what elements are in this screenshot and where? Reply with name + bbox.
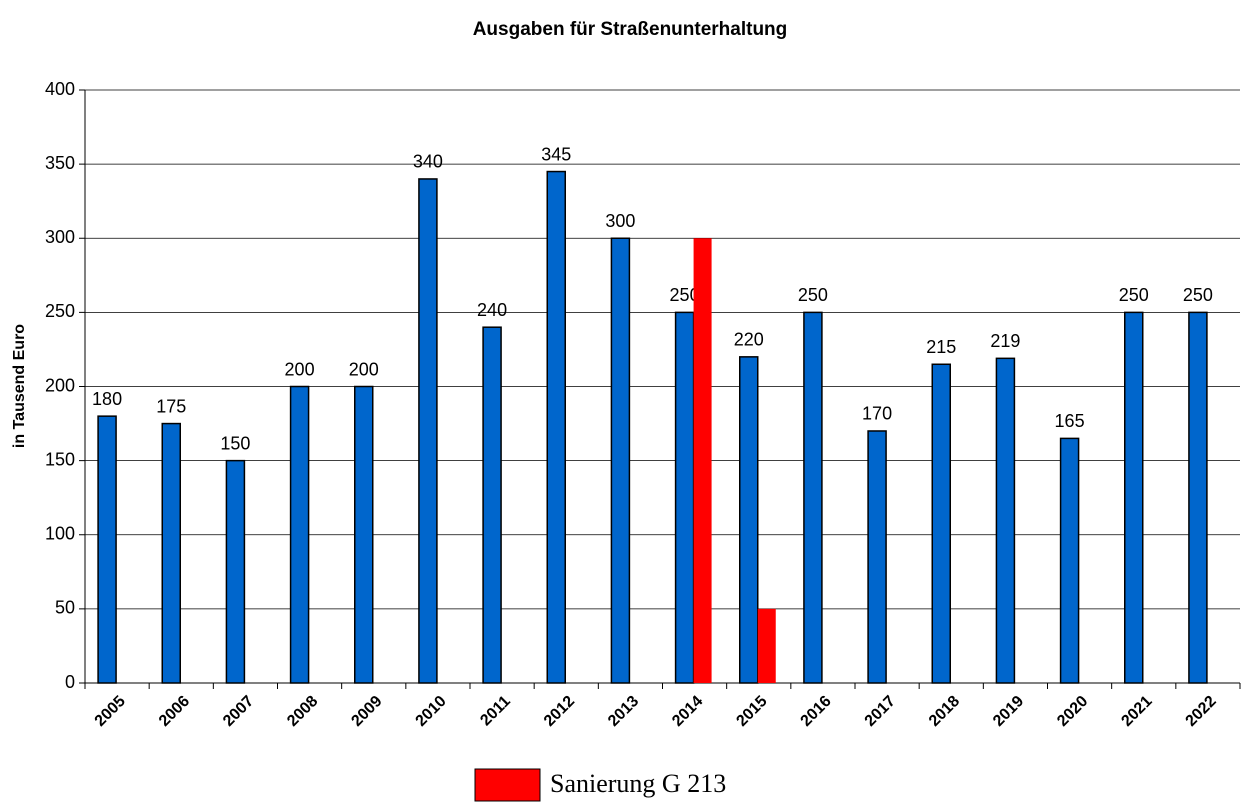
data-label: 250 [1183, 285, 1213, 305]
data-label: 200 [349, 359, 379, 379]
bar [757, 608, 776, 683]
data-label: 175 [156, 396, 186, 416]
chart-title: Ausgaben für Straßenunterhaltung [473, 19, 788, 40]
bar [803, 311, 823, 684]
data-label: 300 [605, 211, 635, 231]
data-label: 165 [1055, 411, 1085, 431]
bar [1124, 311, 1144, 684]
legend-swatch [474, 768, 541, 802]
x-tick-label: 2019 [990, 693, 1027, 730]
y-tick-label: 50 [55, 598, 75, 618]
x-tick-label: 2016 [798, 693, 835, 730]
x-tick-label: 2022 [1183, 693, 1220, 730]
y-axis-title: in Tausend Euro [11, 324, 28, 448]
data-label: 345 [541, 144, 571, 164]
bar [289, 385, 310, 684]
x-tick-label: 2009 [348, 693, 385, 730]
bar [995, 357, 1016, 684]
bar [931, 363, 951, 684]
bar [161, 422, 181, 684]
data-label: 170 [862, 404, 892, 424]
x-tick-label: 2014 [669, 693, 706, 730]
bar [1188, 311, 1208, 684]
y-tick-label: 350 [45, 153, 75, 173]
x-tick-label: 2018 [926, 693, 963, 730]
x-tick-label: 2017 [862, 693, 899, 730]
data-label: 220 [734, 330, 764, 350]
bar [693, 238, 712, 683]
x-tick-label: 2015 [733, 693, 770, 730]
data-label: 250 [1119, 285, 1149, 305]
x-tick-label: 2012 [541, 693, 578, 730]
y-tick-label: 400 [45, 79, 75, 99]
x-tick-label: 2005 [92, 693, 129, 730]
bar [418, 178, 438, 684]
x-tick-label: 2013 [605, 693, 642, 730]
x-tick-label: 2020 [1054, 693, 1091, 730]
x-tick-label: 2007 [220, 693, 257, 730]
y-tick-label: 250 [45, 301, 75, 321]
y-tick-label: 200 [45, 375, 75, 395]
y-tick-label: 300 [45, 227, 75, 247]
data-label: 200 [285, 359, 315, 379]
bar [674, 311, 695, 684]
y-tick-label: 0 [65, 672, 75, 692]
x-tick-label: 2006 [156, 693, 193, 730]
y-tick-label: 150 [45, 449, 75, 469]
data-label: 150 [220, 433, 250, 453]
x-tick-label: 2011 [477, 693, 514, 730]
bar [610, 237, 631, 684]
bar [97, 415, 117, 684]
data-label: 250 [798, 285, 828, 305]
bar [546, 170, 566, 684]
bar [225, 459, 246, 684]
data-label: 340 [413, 152, 443, 172]
y-tick-label: 100 [45, 524, 75, 544]
bar [739, 356, 759, 684]
data-label: 240 [477, 300, 507, 320]
data-label: 219 [990, 331, 1020, 351]
data-label: 215 [926, 337, 956, 357]
data-label: 180 [92, 389, 122, 409]
x-tick-label: 2021 [1118, 693, 1155, 730]
bar [1059, 437, 1080, 684]
bar [354, 385, 374, 684]
data-label: 250 [670, 285, 700, 305]
bar [482, 326, 502, 684]
x-tick-label: 2010 [413, 693, 450, 730]
bar [867, 430, 887, 684]
legend-label: Sanierung G 213 [550, 769, 726, 798]
x-tick-label: 2008 [284, 693, 321, 730]
